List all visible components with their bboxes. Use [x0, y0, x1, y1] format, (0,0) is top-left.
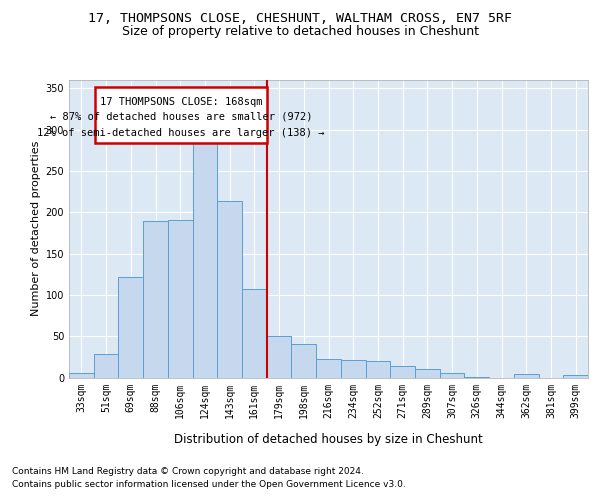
Text: Contains HM Land Registry data © Crown copyright and database right 2024.: Contains HM Land Registry data © Crown c…	[12, 468, 364, 476]
Bar	[242, 289, 267, 378]
Bar	[69, 374, 94, 378]
Bar	[168, 220, 193, 378]
Bar	[292, 344, 316, 378]
Bar	[464, 376, 489, 378]
Text: ← 87% of detached houses are smaller (972): ← 87% of detached houses are smaller (97…	[50, 112, 312, 122]
Bar	[193, 136, 217, 378]
Text: Size of property relative to detached houses in Cheshunt: Size of property relative to detached ho…	[121, 25, 479, 38]
Text: 12% of semi-detached houses are larger (138) →: 12% of semi-detached houses are larger (…	[37, 128, 325, 138]
Bar	[143, 222, 168, 378]
Text: 17 THOMPSONS CLOSE: 168sqm: 17 THOMPSONS CLOSE: 168sqm	[100, 98, 262, 108]
Y-axis label: Number of detached properties: Number of detached properties	[31, 141, 41, 316]
Bar	[440, 374, 464, 378]
Bar	[118, 276, 143, 378]
Text: Contains public sector information licensed under the Open Government Licence v3: Contains public sector information licen…	[12, 480, 406, 489]
Bar	[316, 360, 341, 378]
FancyBboxPatch shape	[95, 86, 267, 143]
Bar	[365, 361, 390, 378]
Text: 17, THOMPSONS CLOSE, CHESHUNT, WALTHAM CROSS, EN7 5RF: 17, THOMPSONS CLOSE, CHESHUNT, WALTHAM C…	[88, 12, 512, 26]
Bar	[341, 360, 365, 378]
Bar	[563, 375, 588, 378]
Text: Distribution of detached houses by size in Cheshunt: Distribution of detached houses by size …	[175, 432, 483, 446]
Bar	[267, 336, 292, 378]
Bar	[390, 366, 415, 378]
Bar	[514, 374, 539, 378]
Bar	[94, 354, 118, 378]
Bar	[415, 369, 440, 378]
Bar	[217, 202, 242, 378]
